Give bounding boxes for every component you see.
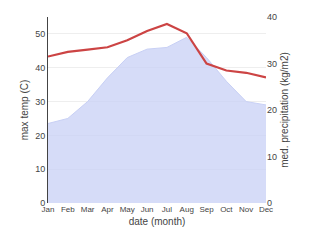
svg-text:10: 10: [267, 152, 277, 162]
svg-text:40: 40: [267, 12, 277, 22]
svg-text:May: May: [120, 205, 135, 214]
svg-text:30: 30: [267, 59, 277, 69]
svg-text:Apr: Apr: [101, 205, 114, 214]
svg-text:40: 40: [35, 63, 45, 73]
svg-text:Nov: Nov: [239, 205, 253, 214]
svg-text:Dec: Dec: [259, 205, 273, 214]
svg-text:30: 30: [35, 97, 45, 107]
svg-text:0: 0: [40, 198, 45, 208]
svg-text:Feb: Feb: [61, 205, 75, 214]
svg-text:Jan: Jan: [42, 205, 55, 214]
svg-text:20: 20: [267, 105, 277, 115]
svg-text:max temp (C): max temp (C): [19, 80, 30, 141]
svg-text:Mar: Mar: [81, 205, 95, 214]
svg-text:date (month): date (month): [129, 216, 186, 227]
svg-text:10: 10: [35, 164, 45, 174]
svg-text:med. precipitation (kg/m2): med. precipitation (kg/m2): [279, 52, 290, 168]
svg-text:Oct: Oct: [220, 205, 233, 214]
svg-text:20: 20: [35, 131, 45, 141]
svg-text:Jun: Jun: [141, 205, 154, 214]
svg-text:0: 0: [267, 198, 272, 208]
svg-text:Aug: Aug: [180, 205, 194, 214]
svg-text:Sep: Sep: [199, 205, 214, 214]
svg-text:Jul: Jul: [162, 205, 172, 214]
svg-text:50: 50: [35, 29, 45, 39]
